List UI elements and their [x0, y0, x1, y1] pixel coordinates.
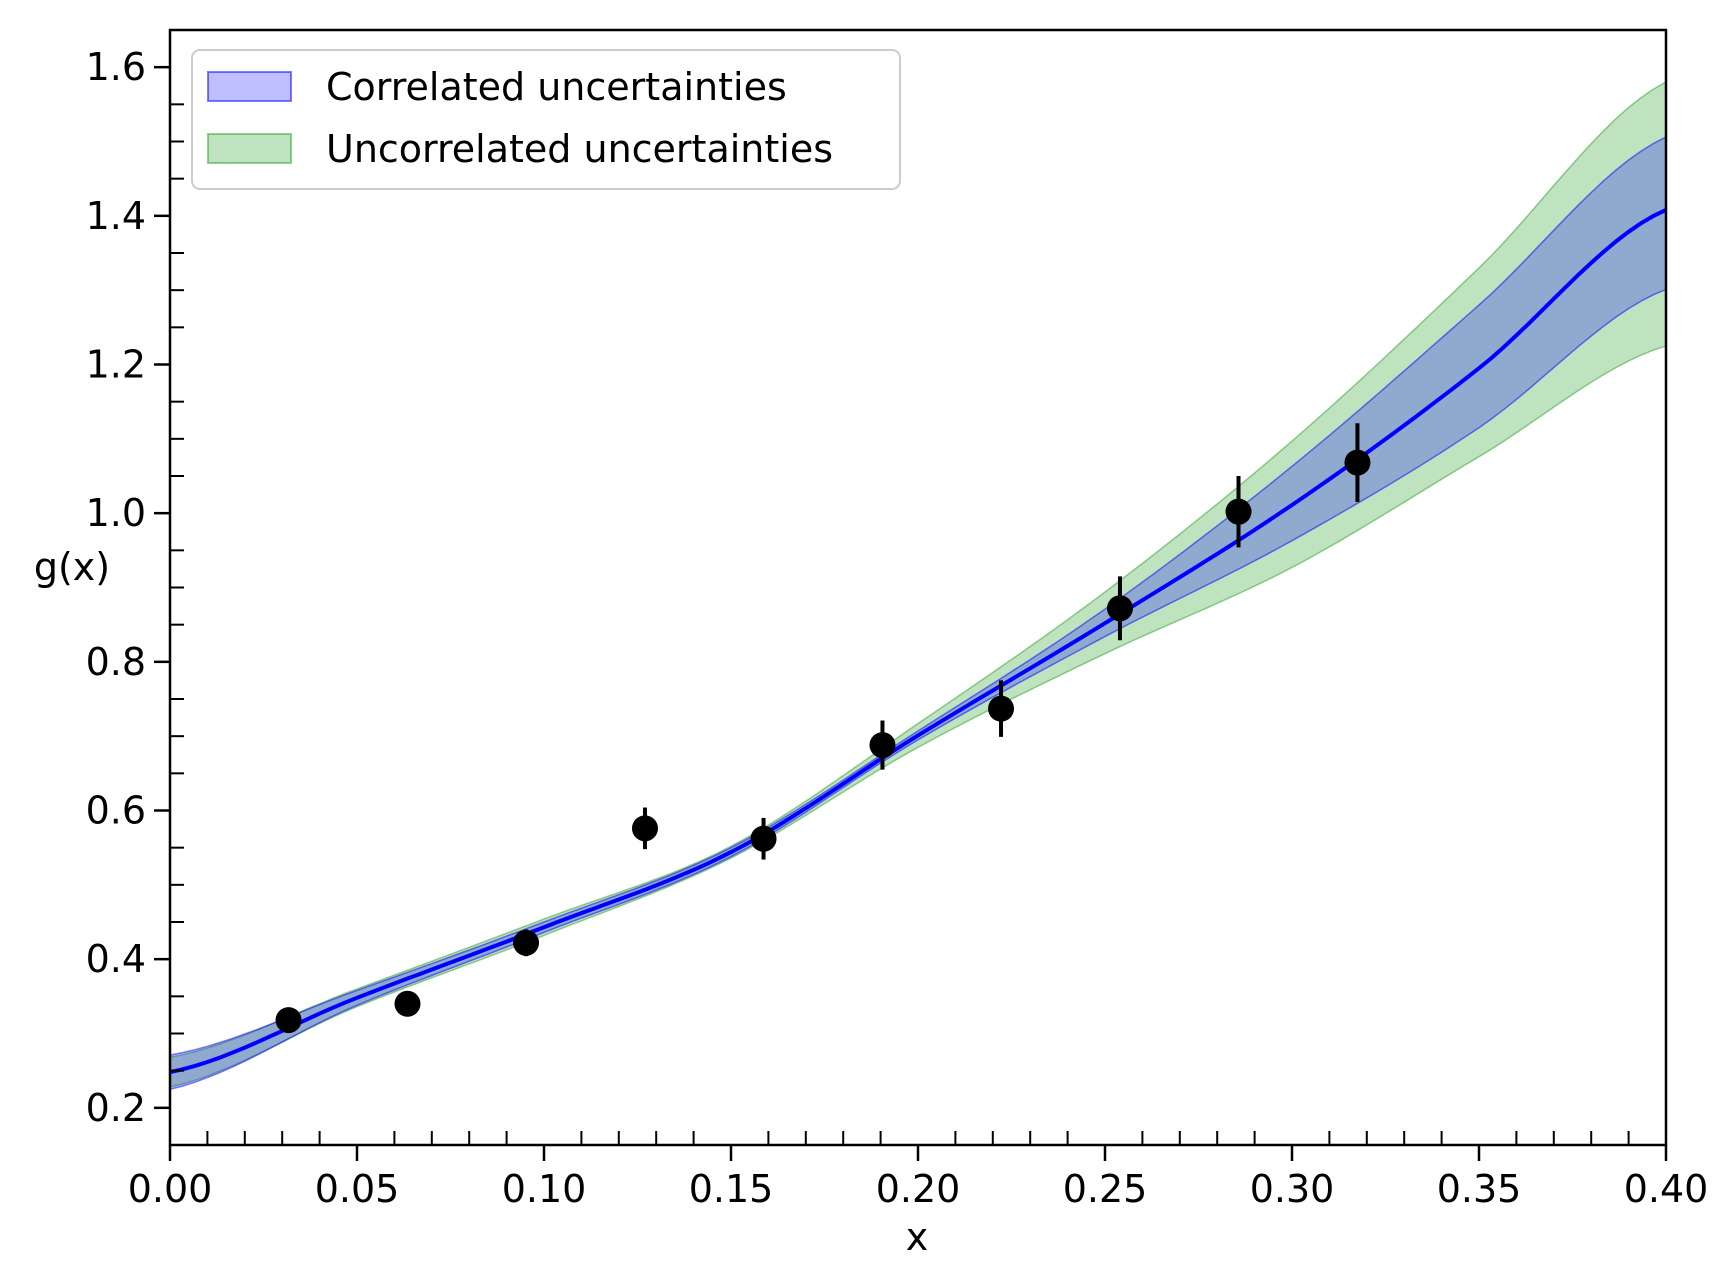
data-marker [1344, 449, 1371, 476]
x-tick-label: 0.25 [1063, 1167, 1148, 1211]
data-marker [1106, 595, 1133, 622]
data-point [988, 680, 1015, 737]
y-tick-label: 1.0 [86, 491, 146, 535]
bands-layer [169, 80, 1667, 1091]
data-point [394, 990, 421, 1017]
y-tick-label: 0.4 [86, 937, 146, 981]
data-marker [1225, 498, 1252, 525]
x-tick-label: 0.00 [128, 1167, 213, 1211]
points-layer [275, 423, 1371, 1034]
correlated-band [169, 135, 1667, 1091]
legend-box [191, 49, 901, 190]
data-marker [275, 1007, 302, 1034]
data-marker [869, 732, 896, 759]
data-point [1225, 476, 1252, 548]
data-marker [988, 695, 1015, 722]
y-tick-label: 1.2 [86, 343, 146, 387]
ticks-layer [154, 29, 1668, 1161]
tick-labels-layer: 0.00 0.05 0.10 0.15 0.20 0.25 0.30 0.35 0.40 0.2 0… [86, 45, 1709, 1211]
legend-swatch-correlated [207, 71, 292, 102]
x-tick-label: 0.30 [1250, 1167, 1335, 1211]
x-tick-label: 0.05 [315, 1167, 400, 1211]
line-layer [169, 208, 1667, 1075]
legend-label-uncorrelated: Uncorrelated uncertainties [326, 127, 833, 171]
y-tick-label: 1.4 [86, 194, 146, 238]
x-tick-label: 0.10 [502, 1167, 587, 1211]
data-point [1344, 423, 1371, 503]
data-marker [750, 825, 777, 852]
data-point [513, 929, 540, 957]
x-tick-label: 0.40 [1624, 1167, 1709, 1211]
data-point [275, 1007, 302, 1034]
data-point [869, 720, 896, 770]
y-tick-label: 0.6 [86, 789, 146, 833]
data-marker [513, 929, 540, 956]
y-tick-label: 1.6 [86, 45, 146, 89]
data-point [631, 807, 658, 850]
fit-line [169, 208, 1667, 1075]
x-tick-label: 0.20 [876, 1167, 961, 1211]
data-point [1106, 576, 1133, 641]
y-tick-label: 0.8 [86, 640, 146, 684]
y-axis-label: g(x) [34, 545, 110, 589]
data-marker [394, 990, 421, 1017]
data-point [750, 817, 777, 860]
uncorrelated-band [169, 80, 1667, 1088]
legend: Correlated uncertainties Uncorrelated un… [191, 49, 901, 190]
legend-label-correlated: Correlated uncertainties [326, 65, 787, 109]
x-axis-label: x [906, 1215, 929, 1259]
x-tick-label: 0.15 [689, 1167, 774, 1211]
y-tick-label: 0.2 [86, 1086, 146, 1130]
legend-swatch-uncorrelated [207, 133, 292, 164]
data-marker [631, 815, 658, 842]
x-tick-label: 0.35 [1437, 1167, 1522, 1211]
